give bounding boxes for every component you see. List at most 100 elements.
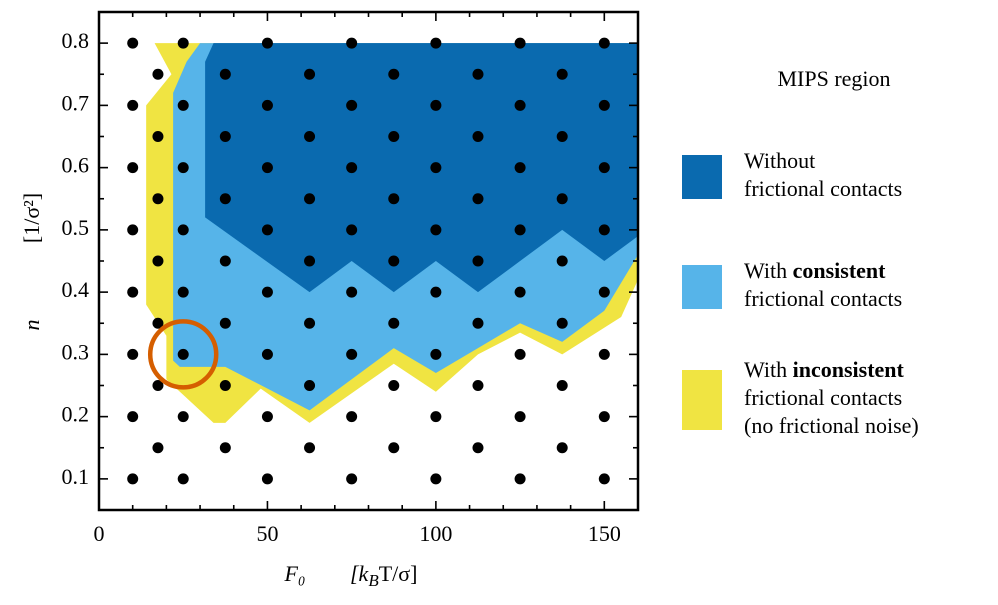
point <box>152 68 164 80</box>
point <box>514 162 526 174</box>
legend-label-part: Without <box>744 148 815 173</box>
point <box>472 317 484 329</box>
x-tick-label: 100 <box>419 521 452 546</box>
legend-label-part: inconsistent <box>793 357 905 382</box>
legend-label: Without <box>744 148 815 173</box>
point <box>430 224 442 236</box>
point <box>514 224 526 236</box>
axes: 0 50 100 150 0.1 0.2 0.3 0.4 0.5 0.6 0.7 0.8 F₀ [kBT/… <box>19 10 640 590</box>
point <box>514 37 526 49</box>
x-unit-part: B <box>368 571 379 590</box>
point <box>177 224 189 236</box>
point <box>388 68 400 80</box>
y-tick-label: 0.8 <box>62 28 90 53</box>
point <box>556 68 568 80</box>
point <box>514 473 526 485</box>
point <box>219 193 231 205</box>
regions <box>146 43 639 423</box>
x-unit-part: [k <box>350 561 370 586</box>
legend-label-part: frictional contacts <box>744 176 902 201</box>
point <box>430 286 442 298</box>
point <box>177 162 189 174</box>
point <box>152 317 164 329</box>
point <box>556 255 568 267</box>
x-tick-label: 50 <box>256 521 278 546</box>
point <box>219 442 231 454</box>
point <box>127 348 139 360</box>
legend-swatch <box>682 155 722 199</box>
point <box>598 162 610 174</box>
region <box>205 43 638 293</box>
point <box>304 317 316 329</box>
point <box>514 348 526 360</box>
point <box>152 193 164 205</box>
point <box>127 286 139 298</box>
point <box>472 68 484 80</box>
y-tick-label: 0.6 <box>62 153 90 178</box>
point <box>472 255 484 267</box>
point <box>598 411 610 423</box>
point <box>219 131 231 142</box>
point <box>388 380 400 391</box>
point <box>261 286 273 298</box>
y-tick-label: 0.3 <box>62 339 90 364</box>
point <box>304 193 316 205</box>
point <box>388 131 400 142</box>
point <box>304 442 316 454</box>
point <box>177 37 189 49</box>
point <box>261 473 273 485</box>
point <box>152 380 164 391</box>
point <box>127 99 139 111</box>
point <box>388 255 400 267</box>
point <box>127 473 139 485</box>
point <box>556 442 568 454</box>
legend-label: frictional contacts <box>744 286 902 311</box>
point <box>388 442 400 454</box>
point <box>304 255 316 267</box>
point <box>152 442 164 454</box>
point <box>177 99 189 111</box>
point <box>152 131 164 142</box>
point <box>430 99 442 111</box>
point <box>177 348 189 360</box>
legend-label: With consistent <box>744 258 886 283</box>
point <box>219 380 231 391</box>
point <box>388 193 400 205</box>
point <box>177 286 189 298</box>
point <box>261 224 273 236</box>
point <box>598 286 610 298</box>
x-label: F₀ <box>283 561 305 586</box>
point <box>346 286 358 298</box>
point <box>556 317 568 329</box>
legend-label: (no frictional noise) <box>744 413 919 438</box>
point <box>430 348 442 360</box>
x-unit: [kBT/σ] <box>350 561 417 590</box>
y-tick-label: 0.2 <box>62 402 90 427</box>
marks <box>127 37 610 485</box>
legend-swatch <box>682 265 722 309</box>
point <box>346 99 358 111</box>
y-label: n <box>19 320 44 331</box>
point <box>261 162 273 174</box>
y-unit: [1/σ²] <box>19 193 44 243</box>
x-tick-label: 150 <box>588 521 621 546</box>
point <box>177 473 189 485</box>
point <box>346 37 358 49</box>
point <box>514 411 526 423</box>
point <box>304 380 316 391</box>
point <box>152 255 164 267</box>
point <box>346 348 358 360</box>
legend-label-part: consistent <box>793 258 887 283</box>
legend-swatch <box>682 370 722 430</box>
legend-label-part: With <box>744 258 793 283</box>
point <box>514 286 526 298</box>
legend-label: With inconsistent <box>744 357 905 382</box>
legend-label: frictional contacts <box>744 176 902 201</box>
point <box>219 68 231 80</box>
point <box>127 37 139 49</box>
point <box>127 411 139 423</box>
point <box>346 224 358 236</box>
x-tick-label: 0 <box>94 521 105 546</box>
